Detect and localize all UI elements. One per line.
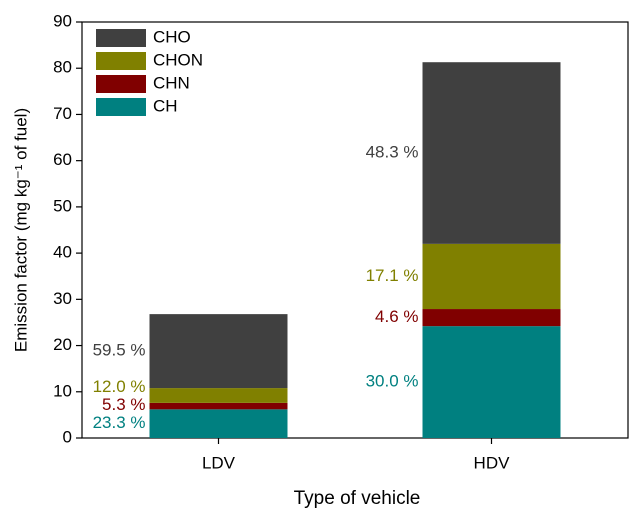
legend-label: CH: [153, 96, 178, 115]
bar-segment: [422, 243, 561, 310]
y-tick-label: 30: [53, 289, 72, 308]
y-tick-label: 80: [53, 58, 72, 77]
x-tick-label: LDV: [202, 453, 236, 472]
legend-swatch: [96, 98, 146, 116]
bar-segment: [149, 402, 288, 410]
y-axis-label: Emission factor (mg kg⁻¹ of fuel): [11, 108, 30, 352]
y-tick-label: 70: [53, 104, 72, 123]
percent-label: 17.1 %: [366, 266, 419, 285]
bar-segment: [422, 62, 561, 244]
y-tick-label: 50: [53, 196, 72, 215]
y-tick-label: 90: [53, 11, 72, 30]
plot-frame: [81, 21, 629, 439]
percent-label: 5.3 %: [102, 395, 145, 414]
percent-label: 48.3 %: [366, 143, 419, 162]
percent-label: 4.6 %: [375, 307, 418, 326]
bar-segment: [149, 409, 288, 438]
legend-swatch: [96, 29, 146, 47]
percent-label: 23.3 %: [93, 413, 146, 432]
bar-segment: [422, 326, 561, 438]
y-tick-label: 60: [53, 150, 72, 169]
y-tick-label: 20: [53, 335, 72, 354]
bar-segment: [422, 309, 561, 327]
y-tick-label: 40: [53, 243, 72, 262]
bar-segment: [149, 388, 288, 403]
legend-label: CHO: [153, 27, 191, 46]
x-tick-label: HDV: [474, 453, 511, 472]
percent-label: 12.0 %: [93, 377, 146, 396]
legend-label: CHN: [153, 73, 190, 92]
x-axis-label: Type of vehicle: [294, 488, 421, 509]
y-tick-label: 0: [63, 427, 72, 446]
percent-label: 30.0 %: [366, 372, 419, 391]
legend-label: CHON: [153, 50, 203, 69]
y-tick-label: 10: [53, 381, 72, 400]
percent-label: 59.5 %: [93, 341, 146, 360]
bar-segment: [149, 314, 288, 389]
legend-swatch: [96, 75, 146, 93]
legend-swatch: [96, 52, 146, 70]
